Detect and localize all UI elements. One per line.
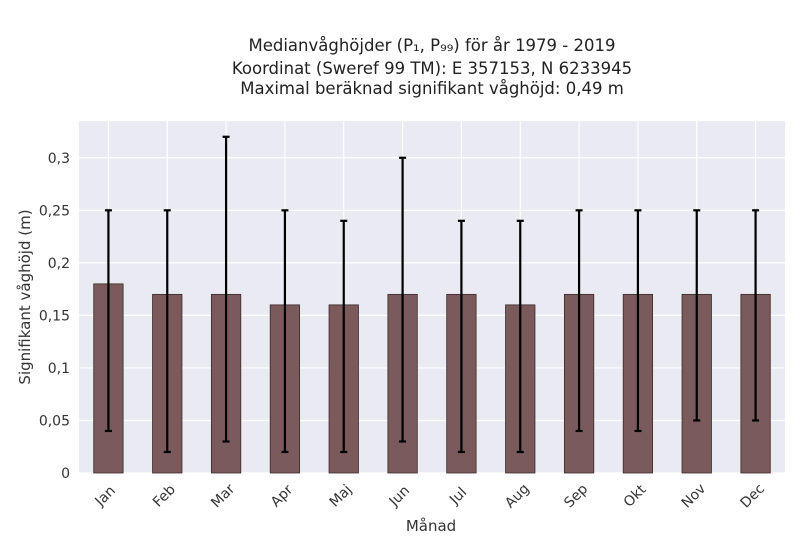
x-axis-ticks: Jan Feb Mar Apr Maj Jun Jul Aug Sep Okt Nov Dec <box>92 481 768 512</box>
chart-title-line-2: Koordinat (Sweref 99 TM): E 357153, N 62… <box>231 59 633 78</box>
y-tick-label: 0,05 <box>39 413 70 429</box>
y-axis-ticks: 0 0,05 0,1 0,15 0,2 0,25 0,3 <box>39 151 70 482</box>
x-tick-label: Feb <box>150 482 179 511</box>
y-tick-label: 0,3 <box>48 151 70 167</box>
x-tick-label: Jan <box>92 483 119 510</box>
error-bar-jul <box>457 219 465 454</box>
x-tick-label: Dec <box>738 481 768 511</box>
error-bar-apr <box>281 209 289 454</box>
chart-title-line-1: Medianvåghöjder (P₁, P₉₉) för år 1979 - … <box>248 36 616 55</box>
x-tick-label: Okt <box>621 481 650 510</box>
bars <box>93 283 771 474</box>
x-tick-label: Jul <box>446 485 470 509</box>
x-tick-label: Mar <box>208 481 238 511</box>
x-tick-label: Aug <box>502 481 533 512</box>
y-tick-label: 0,15 <box>39 308 70 324</box>
error-bar-feb <box>163 209 171 454</box>
error-bar-mar <box>222 135 230 443</box>
error-bar-jan <box>104 209 112 433</box>
error-bar-jun <box>399 156 407 443</box>
x-tick-label: Maj <box>327 482 356 511</box>
x-tick-label: Sep <box>561 481 591 511</box>
error-bar-sep <box>575 209 583 433</box>
chart-title-line-3: Maximal beräknad signifikant våghöjd: 0,… <box>240 79 624 98</box>
error-bar-okt <box>634 209 642 433</box>
error-bar-dec <box>752 209 760 422</box>
y-tick-label: 0,2 <box>48 256 70 272</box>
y-tick-label: 0,25 <box>39 203 70 219</box>
y-tick-label: 0 <box>61 466 70 482</box>
x-tick-label: Nov <box>679 481 710 512</box>
plot-background <box>79 121 785 473</box>
error-bar-maj <box>340 219 348 454</box>
x-tick-label: Jun <box>386 483 413 510</box>
error-bars <box>104 135 760 454</box>
y-tick-label: 0,1 <box>48 361 70 377</box>
x-tick-label: Apr <box>268 482 297 511</box>
y-axis-label: Signifikant våghöjd (m) <box>16 209 34 384</box>
x-axis-label: Månad <box>406 517 456 535</box>
error-bar-nov <box>693 209 701 422</box>
error-bar-aug <box>516 219 524 454</box>
